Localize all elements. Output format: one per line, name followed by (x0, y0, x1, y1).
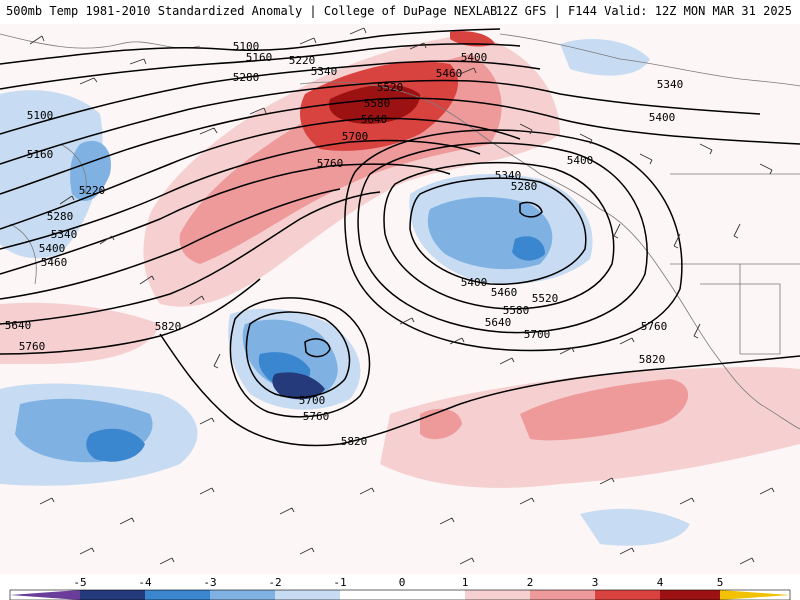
height-contour-label: 5220 (289, 54, 316, 67)
anomaly-region-pos1 (0, 302, 160, 364)
legend-swatch-neg2 (210, 590, 275, 600)
height-contour-label: 5280 (47, 210, 74, 223)
legend-tick-label: 0 (399, 576, 406, 589)
legend-tick-label: 5 (717, 576, 724, 589)
height-contour-label: 5400 (461, 51, 488, 64)
height-contour-label: 5280 (233, 71, 260, 84)
height-contour-label: 5580 (503, 304, 530, 317)
chart-header: 500mb Temp 1981-2010 Standardized Anomal… (0, 0, 800, 24)
legend-swatch-neg1 (275, 590, 340, 600)
legend-tick-label: -4 (138, 576, 152, 589)
height-contour-label: 5760 (317, 157, 344, 170)
legend-tick-labels: -5 -4 -3 -2 -1 0 1 2 3 4 5 (73, 576, 723, 589)
height-contours (0, 28, 800, 447)
height-contour-label: 5340 (495, 169, 522, 182)
height-contour-label: 5100 (27, 109, 54, 122)
legend-tick-label: -2 (268, 576, 281, 589)
anomaly-region-pos2 (520, 379, 689, 441)
anomaly-region-neg4 (272, 372, 325, 400)
legend-tick-label: 2 (527, 576, 534, 589)
model-valid-time: 12Z GFS | F144 Valid: 12Z MON MAR 31 202… (495, 4, 792, 18)
anomaly-region-pos2 (420, 408, 462, 440)
legend-tick-label: 4 (657, 576, 664, 589)
anomaly-region-neg1 (0, 90, 103, 259)
legend-tick-label: -1 (333, 576, 346, 589)
legend-swatch-neg4 (80, 590, 145, 600)
anomaly-region-neg1 (580, 508, 690, 546)
wind-barbs (29, 27, 775, 565)
height-contour-label: 5280 (511, 180, 538, 193)
height-contour-label: 5700 (342, 130, 369, 143)
height-contour-label: 5340 (51, 228, 78, 241)
legend-border (9, 589, 791, 600)
height-contour-label: 5820 (341, 435, 368, 448)
height-contour-label: 5820 (155, 320, 182, 333)
anomaly-region-neg1 (560, 39, 650, 76)
legend-swatch-pos1 (465, 590, 530, 600)
legend-tick-label: 1 (462, 576, 469, 589)
legend-swatch-neg3 (145, 590, 210, 600)
height-contour-label: 5520 (377, 81, 404, 94)
legend-tick-label: -5 (73, 576, 86, 589)
height-contour-label: 5760 (641, 320, 668, 333)
height-contour-label: 5520 (532, 292, 559, 305)
map-title: 500mb Temp 1981-2010 Standardized Anomal… (6, 4, 498, 18)
negative-anomaly-fill (0, 39, 690, 546)
height-contour-label: 5340 (657, 78, 684, 91)
legend-swatch-pos4 (660, 590, 720, 600)
height-contour-label: 5640 (361, 113, 388, 126)
height-contour-label: 5460 (491, 286, 518, 299)
height-contour-label: 5700 (299, 394, 326, 407)
legend-tick-label: 3 (592, 576, 599, 589)
legend-swatch-neg5 (10, 590, 80, 600)
height-contour-label: 5400 (39, 242, 66, 255)
height-contour-label: 5580 (364, 97, 391, 110)
legend-tick-label: -3 (203, 576, 216, 589)
height-contour-label: 5400 (567, 154, 594, 167)
height-contour-label: 5640 (5, 319, 32, 332)
legend-swatch-zero (340, 590, 465, 600)
anomaly-region-neg3 (86, 428, 145, 462)
height-contour-label: 5640 (485, 316, 512, 329)
height-contour-label: 5400 (461, 276, 488, 289)
legend-swatch-pos3 (595, 590, 660, 600)
height-contour-label: 5820 (639, 353, 666, 366)
height-contour-label: 5340 (311, 65, 338, 78)
height-contour-label: 5760 (303, 410, 330, 423)
legend-swatch-pos5 (720, 590, 790, 600)
height-contour-label: 5100 (233, 40, 260, 53)
height-contour-label: 5220 (79, 184, 106, 197)
height-contour-label: 5160 (246, 51, 273, 64)
height-contour-label: 5460 (436, 67, 463, 80)
color-scale-legend: -5 -4 -3 -2 -1 0 1 2 3 4 5 (0, 574, 800, 600)
anomaly-region-pos3 (450, 31, 495, 47)
height-contour-label: 5400 (649, 111, 676, 124)
height-contour-label: 5700 (524, 328, 551, 341)
anomaly-region-neg3 (512, 236, 545, 261)
height-contour-label: 5160 (27, 148, 54, 161)
height-contour-label: 5760 (19, 340, 46, 353)
legend-colorbar (9, 589, 791, 600)
anomaly-region-pos4 (329, 84, 420, 124)
anomaly-region-neg2 (70, 140, 111, 202)
height-contour-label: 5460 (41, 256, 68, 269)
legend-swatch-pos2 (530, 590, 595, 600)
